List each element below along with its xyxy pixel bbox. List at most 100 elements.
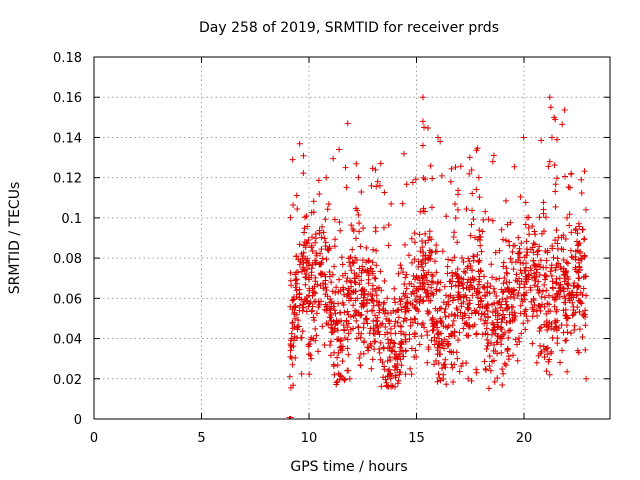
data-point bbox=[496, 247, 503, 254]
data-point bbox=[517, 310, 524, 317]
data-point bbox=[392, 299, 399, 306]
data-point bbox=[536, 271, 543, 278]
data-point bbox=[380, 300, 387, 307]
data-point bbox=[382, 324, 389, 331]
data-point bbox=[487, 283, 494, 290]
data-point bbox=[457, 294, 464, 301]
data-point bbox=[391, 323, 398, 330]
data-point bbox=[385, 242, 392, 249]
data-point bbox=[485, 385, 492, 392]
data-point bbox=[345, 311, 352, 318]
data-point bbox=[327, 309, 334, 316]
data-point bbox=[327, 352, 334, 359]
data-point bbox=[531, 282, 538, 289]
data-point bbox=[515, 250, 522, 257]
data-point bbox=[464, 306, 471, 313]
data-point bbox=[562, 173, 569, 180]
data-point bbox=[415, 286, 422, 293]
data-point bbox=[344, 367, 351, 374]
data-point bbox=[360, 225, 367, 232]
data-point bbox=[554, 136, 561, 143]
data-point bbox=[458, 255, 465, 262]
data-point bbox=[344, 120, 351, 127]
data-point bbox=[516, 338, 523, 345]
data-point bbox=[582, 322, 589, 329]
data-point bbox=[507, 255, 514, 262]
data-point bbox=[300, 249, 307, 256]
data-point bbox=[553, 279, 560, 286]
data-point bbox=[328, 329, 335, 336]
data-point bbox=[551, 303, 558, 310]
data-point bbox=[469, 292, 476, 299]
data-point bbox=[356, 281, 363, 288]
data-point bbox=[391, 340, 398, 347]
data-point bbox=[500, 236, 507, 243]
data-point bbox=[489, 320, 496, 327]
data-point bbox=[437, 138, 444, 145]
data-point bbox=[499, 307, 506, 314]
data-point bbox=[402, 371, 409, 378]
data-point bbox=[457, 163, 464, 170]
data-point bbox=[309, 234, 316, 241]
data-point bbox=[369, 292, 376, 299]
y-tick-labels: 0 0.02 0.04 0.06 0.08 0.1 0.12 0.14 0.16 0.18 bbox=[53, 51, 82, 428]
data-point bbox=[569, 289, 576, 296]
x-tick-label: 10 bbox=[301, 431, 318, 446]
data-point bbox=[578, 190, 585, 197]
data-point bbox=[483, 346, 490, 353]
data-point bbox=[516, 275, 523, 282]
data-point bbox=[427, 162, 434, 169]
data-point bbox=[349, 246, 356, 253]
data-point bbox=[581, 235, 588, 242]
data-point bbox=[553, 290, 560, 297]
data-point bbox=[313, 332, 320, 339]
data-point bbox=[552, 267, 559, 274]
data-point bbox=[475, 301, 482, 308]
data-point bbox=[561, 299, 568, 306]
data-point bbox=[498, 349, 505, 356]
data-point bbox=[377, 160, 384, 167]
data-point bbox=[582, 346, 589, 353]
data-point bbox=[454, 292, 461, 299]
data-point bbox=[335, 370, 342, 377]
data-point bbox=[576, 223, 583, 230]
data-point bbox=[499, 296, 506, 303]
data-point bbox=[543, 257, 550, 264]
data-point bbox=[560, 307, 567, 314]
data-point bbox=[409, 179, 416, 186]
data-point bbox=[442, 305, 449, 312]
data-point bbox=[508, 259, 515, 266]
data-point bbox=[341, 291, 348, 298]
data-point bbox=[337, 372, 344, 379]
data-point bbox=[503, 237, 510, 244]
data-point bbox=[575, 275, 582, 282]
data-point bbox=[289, 156, 296, 163]
data-point bbox=[463, 205, 470, 212]
data-point bbox=[438, 320, 445, 327]
data-point bbox=[292, 284, 299, 291]
data-point bbox=[373, 247, 380, 254]
data-point bbox=[372, 224, 379, 231]
data-point bbox=[419, 142, 426, 149]
data-point bbox=[411, 333, 418, 340]
data-point bbox=[533, 307, 540, 314]
data-point bbox=[336, 219, 343, 226]
data-point bbox=[411, 239, 418, 246]
data-point bbox=[566, 184, 573, 191]
data-point bbox=[347, 254, 354, 261]
data-point bbox=[416, 341, 423, 348]
data-point bbox=[473, 330, 480, 337]
data-point bbox=[522, 326, 529, 333]
data-point bbox=[498, 341, 505, 348]
data-point bbox=[463, 284, 470, 291]
data-point bbox=[394, 319, 401, 326]
data-point bbox=[310, 314, 317, 321]
y-tick-label: 0 bbox=[74, 413, 82, 428]
data-point bbox=[419, 320, 426, 327]
data-point bbox=[554, 335, 561, 342]
data-point bbox=[433, 248, 440, 255]
data-point bbox=[452, 312, 459, 319]
data-point bbox=[419, 237, 426, 244]
data-point bbox=[324, 293, 331, 300]
data-point bbox=[374, 314, 381, 321]
